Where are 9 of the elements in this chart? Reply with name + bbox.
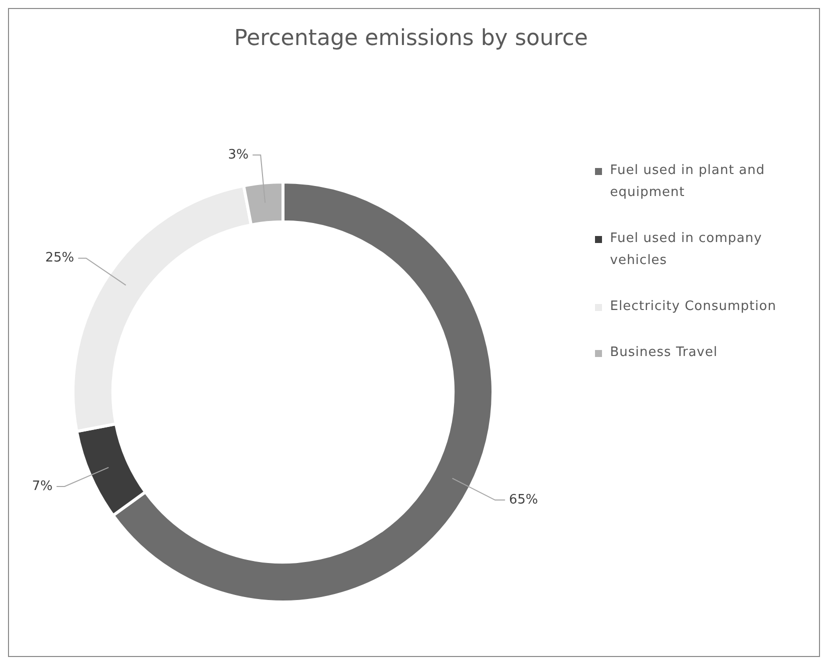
data-label: 65% [509,492,538,508]
legend-label: Fuel used in plant and equipment [610,162,766,202]
legend-label: Fuel used in company vehicles [610,230,764,270]
legend-label: Electricity Consumption [610,298,776,316]
legend-label: Business Travel [610,344,718,362]
data-label: 25% [45,250,74,266]
data-label: 3% [228,147,249,162]
data-label: 7% [32,478,53,494]
chart-title: Percentage emissions by source [233,26,589,51]
